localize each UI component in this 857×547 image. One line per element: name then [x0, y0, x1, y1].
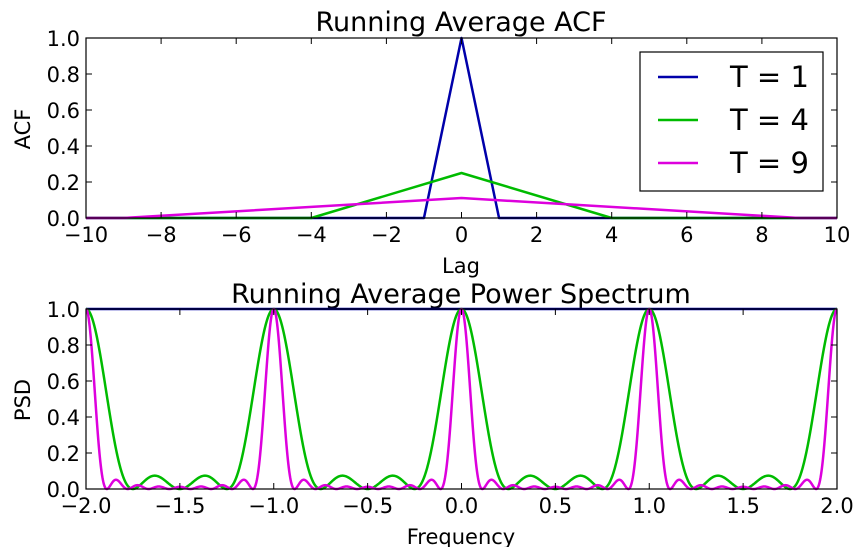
y-tick-label: 0.6 — [47, 370, 80, 394]
x-tick-label: −10 — [64, 223, 108, 247]
x-tick-label: −0.5 — [342, 494, 393, 518]
psd-plot-area: −2.0 −1.5 −1.0 −0.5 0.0 0.5 1.0 1.5 2.0 0.0 0.2 0.4… — [47, 298, 854, 518]
x-tick-label: 0 — [455, 223, 468, 247]
x-tick-label: −2.0 — [61, 494, 112, 518]
x-axis-label: Frequency — [407, 525, 516, 547]
x-tick-label: −1.5 — [154, 494, 205, 518]
series-line-t-9 — [86, 307, 837, 491]
acf-chart: Running Average ACF ACF Lag −10 −8 −6 −4 −2 0… — [11, 7, 850, 278]
legend-label-t9: T = 9 — [729, 146, 809, 180]
y-tick-label: 0.0 — [47, 207, 80, 231]
y-tick-label: 0.0 — [47, 478, 80, 502]
x-tick-label: 2.0 — [820, 494, 853, 518]
x-tick-label: 0.5 — [539, 494, 572, 518]
x-tick-label: 4 — [605, 223, 618, 247]
y-tick-label: 0.6 — [47, 99, 80, 123]
x-tick-label: −2 — [371, 223, 402, 247]
x-tick-label: 10 — [824, 223, 851, 247]
y-axis-label: PSD — [11, 379, 35, 421]
axes-frame — [85, 308, 838, 490]
acf-plot-area: −10 −8 −6 −4 −2 0 2 4 6 8 10 0.0 0.2 0.4 0.6 0.8 1.0 — [47, 27, 851, 247]
x-tick-label: −1.0 — [248, 494, 299, 518]
x-axis-label: Lag — [442, 254, 480, 278]
legend-label-t1: T = 1 — [729, 60, 809, 94]
y-tick-label: 0.4 — [47, 135, 80, 159]
x-tick-label: 0.0 — [445, 494, 478, 518]
x-tick-label: 2 — [530, 223, 543, 247]
x-tick-label: 6 — [680, 223, 693, 247]
y-tick-label: 0.8 — [47, 63, 80, 87]
y-tick-label: 0.2 — [47, 171, 80, 195]
x-tick-label: 1.5 — [726, 494, 759, 518]
y-tick-label: 0.2 — [47, 442, 80, 466]
x-tick-label: −8 — [146, 223, 177, 247]
x-tick-label: −4 — [296, 223, 327, 247]
x-tick-label: 1.0 — [633, 494, 666, 518]
x-tick-label: 8 — [755, 223, 768, 247]
series-line-t-4 — [86, 307, 837, 491]
y-tick-label: 1.0 — [47, 27, 80, 51]
y-axis-label: ACF — [11, 109, 35, 150]
legend-box — [639, 51, 824, 192]
psd-chart: Running Average Power Spectrum PSD Frequ… — [11, 279, 854, 547]
series-group — [86, 307, 837, 491]
chart-title: Running Average ACF — [315, 7, 606, 38]
y-tick-label: 0.4 — [47, 406, 80, 430]
y-tick-label: 1.0 — [47, 298, 80, 322]
x-tick-label: −6 — [221, 223, 252, 247]
y-tick-label: 0.8 — [47, 334, 80, 358]
legend-label-t4: T = 4 — [729, 103, 809, 137]
chart-title: Running Average Power Spectrum — [231, 279, 691, 310]
legend: T = 1 T = 4 T = 9 — [639, 51, 824, 192]
axes-frame — [85, 37, 838, 219]
